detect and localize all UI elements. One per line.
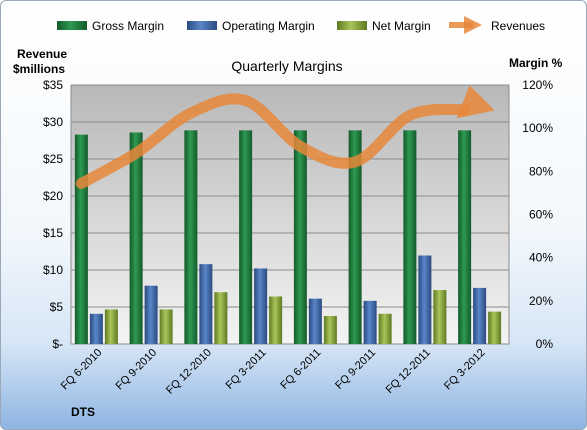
chart-title: Quarterly Margins (231, 58, 342, 74)
bar-operating-margin (89, 313, 103, 344)
bar-gross-margin (74, 134, 88, 344)
right-tick-label: 40% (529, 251, 553, 265)
bar-gross-margin (239, 130, 253, 344)
footer-label: DTS (71, 405, 95, 419)
x-tick-label: FQ 6-2010 (59, 347, 105, 393)
bar-net-margin (323, 315, 337, 344)
left-tick-label: $5 (50, 300, 64, 314)
legend: Gross Margin Operating Margin Net Margin… (57, 16, 545, 34)
legend-swatch-net (337, 21, 367, 30)
revenues-point (80, 182, 83, 185)
right-tick-label: 0% (536, 337, 554, 351)
revenues-point (463, 108, 466, 111)
bar-net-margin (269, 296, 283, 344)
bar-operating-margin (199, 264, 213, 344)
revenues-point (135, 152, 138, 155)
right-tick-label: 100% (522, 121, 553, 135)
bar-gross-margin (348, 130, 362, 344)
legend-label-gross: Gross Margin (92, 19, 164, 33)
revenues-line (75, 85, 495, 189)
bar-gross-margin (184, 130, 198, 344)
left-tick-label: $30 (43, 115, 63, 129)
x-tick-label: FQ 3-2012 (442, 347, 488, 393)
left-axis-title-line1: Revenue (17, 47, 67, 61)
left-tick-label: $15 (43, 226, 63, 240)
legend-swatch-gross (57, 21, 87, 30)
x-tick-label: FQ 12-2010 (164, 347, 214, 397)
right-tick-label: 120% (522, 78, 553, 92)
left-tick-label: $20 (43, 189, 63, 203)
left-tick-label: $10 (43, 263, 63, 277)
left-axis-ticks: $- $5 $10 $15 $20 $25 $30 $35 (43, 78, 63, 351)
bar-operating-margin (144, 285, 158, 344)
bar-net-margin (159, 309, 173, 344)
x-tick-label: FQ 9-2010 (114, 347, 160, 393)
bar-net-margin (488, 311, 502, 344)
bar-net-margin (104, 309, 118, 344)
legend-label-net: Net Margin (372, 19, 431, 33)
bar-net-margin (433, 290, 447, 344)
left-axis-title-line2: $millions (13, 62, 65, 76)
x-tick-label: FQ 12-2011 (384, 347, 433, 396)
right-axis-title: Margin % (509, 56, 563, 70)
bars (74, 130, 502, 344)
bar-gross-margin (293, 130, 307, 344)
revenues-line-path (75, 93, 471, 189)
legend-label-revenues: Revenues (491, 19, 545, 33)
right-axis-ticks: 0% 20% 40% 60% 80% 100% 120% (522, 78, 553, 351)
right-tick-label: 20% (529, 294, 553, 308)
revenues-point (189, 112, 192, 115)
revenues-point (299, 145, 302, 148)
bar-operating-margin (363, 300, 377, 344)
revenues-point (244, 99, 247, 102)
bar-net-margin (378, 313, 392, 344)
legend-label-operating: Operating Margin (222, 19, 315, 33)
revenues-point (354, 160, 357, 163)
revenues-arrowhead (456, 85, 495, 119)
bar-gross-margin (403, 130, 417, 344)
x-axis-ticks: FQ 6-2010 FQ 9-2010 FQ 12-2010 FQ 3-2011 FQ … (59, 347, 488, 397)
x-tick-label: FQ 6-2011 (278, 347, 323, 392)
bar-net-margin (214, 292, 228, 344)
left-tick-label: $35 (43, 78, 63, 92)
bar-operating-margin (254, 268, 268, 344)
bar-operating-margin (473, 287, 487, 344)
bar-gross-margin (458, 130, 472, 344)
legend-swatch-operating (187, 21, 217, 30)
x-tick-label: FQ 9-2011 (333, 347, 378, 392)
bar-operating-margin (418, 255, 432, 344)
right-tick-label: 60% (529, 208, 553, 222)
bar-gross-margin (129, 132, 143, 344)
revenues-point (408, 114, 411, 117)
right-tick-label: 80% (529, 164, 553, 178)
x-tick-label: FQ 3-2011 (224, 347, 269, 392)
left-tick-label: $- (52, 337, 63, 351)
left-tick-label: $25 (43, 152, 63, 166)
bar-operating-margin (308, 298, 322, 344)
